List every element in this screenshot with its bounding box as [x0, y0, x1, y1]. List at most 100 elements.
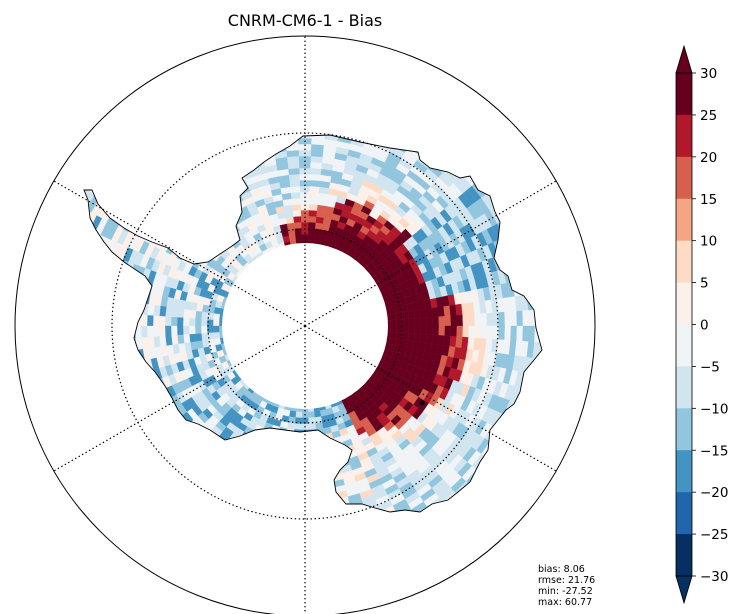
- bias-cell: [260, 496, 275, 506]
- bias-cell: [523, 426, 538, 446]
- bias-cell: [440, 135, 458, 136]
- bias-cell: [401, 311, 409, 320]
- bias-cell: [192, 174, 207, 188]
- bias-cell: [282, 543, 298, 550]
- bias-cell: [255, 123, 270, 132]
- bias-cell: [234, 441, 247, 453]
- bias-cell: [68, 204, 81, 223]
- bias-cell: [281, 451, 292, 460]
- bias-cell: [64, 292, 72, 309]
- bias-cell: [403, 520, 420, 533]
- bias-cell: [384, 79, 403, 91]
- bias-cell: [490, 447, 506, 465]
- bias-cell: [284, 434, 294, 442]
- bias-cell: [146, 496, 164, 512]
- bias-cell: [178, 541, 196, 555]
- bias-cell: [170, 522, 187, 536]
- bias-cell: [150, 379, 161, 393]
- bias-cell: [287, 482, 300, 491]
- bias-cell: [456, 314, 464, 327]
- bias-cell: [229, 505, 246, 512]
- bias-cell: [182, 325, 190, 335]
- bias-cell: [331, 73, 349, 81]
- bias-cell: [87, 340, 96, 357]
- bias-cell: [234, 103, 251, 113]
- bias-cell: [402, 318, 410, 327]
- bias-cell: [152, 168, 168, 184]
- bias-cell: [186, 243, 197, 256]
- bias-cell: [504, 436, 519, 455]
- bias-cell: [116, 312, 124, 327]
- bias-cell: [314, 72, 332, 79]
- colorbar-swatch: [676, 324, 692, 367]
- bias-cell: [252, 450, 264, 460]
- bias-cell: [292, 203, 302, 211]
- bias-cell: [133, 386, 145, 401]
- bias-cell: [282, 537, 297, 544]
- bias-cell: [314, 228, 323, 236]
- bias-cell: [202, 107, 219, 119]
- bias-cell: [480, 174, 497, 192]
- bias-cell: [526, 243, 538, 262]
- bias-cell: [277, 475, 290, 484]
- bias-cell: [264, 91, 281, 99]
- bias-cell: [288, 173, 301, 181]
- bias-cell: [309, 459, 320, 467]
- bias-cell: [420, 317, 428, 327]
- bias-cell: [175, 546, 194, 560]
- bias-cell: [272, 505, 287, 512]
- bias-cell: [265, 97, 282, 105]
- colorbar-swatch: [676, 450, 692, 493]
- bias-cell: [146, 325, 154, 338]
- bias-cell: [84, 227, 90, 246]
- bias-cell: [158, 325, 166, 337]
- bias-cell: [382, 511, 399, 512]
- bias-cell: [176, 511, 194, 512]
- bias-cell: [275, 438, 286, 447]
- bias-cell: [416, 511, 434, 512]
- bias-cell: [344, 543, 361, 552]
- bias-cell: [290, 191, 301, 199]
- bias-cell: [155, 415, 168, 430]
- bias-cell: [180, 239, 192, 253]
- bias-cell: [273, 499, 287, 508]
- bias-cell: [154, 390, 166, 404]
- bias-cell: [433, 506, 451, 512]
- bias-cell: [169, 203, 183, 217]
- bias-cell: [265, 479, 278, 488]
- bias-cell: [259, 458, 272, 468]
- bias-cell: [374, 534, 391, 545]
- bias-cell: [525, 224, 539, 244]
- bias-cell: [189, 147, 206, 161]
- point-marker: [419, 400, 425, 406]
- colorbar-tick-label: −15: [700, 443, 729, 459]
- bias-cell: [94, 354, 104, 371]
- bias-cell: [276, 481, 289, 490]
- bias-cell: [54, 361, 63, 379]
- bias-cell: [371, 119, 387, 130]
- bias-cell: [267, 436, 278, 445]
- bias-cell: [58, 292, 66, 310]
- bias-cell: [170, 316, 178, 327]
- bias-cell: [159, 506, 177, 512]
- bias-cell: [51, 308, 58, 326]
- bias-cell: [282, 102, 298, 109]
- bias-cell: [103, 269, 113, 285]
- bias-cell: [248, 149, 263, 159]
- bias-cell: [426, 527, 444, 541]
- bias-cell: [91, 265, 102, 283]
- bias-cell: [282, 108, 297, 115]
- bias-cell: [504, 234, 516, 252]
- bias-cell: [310, 494, 324, 503]
- bias-cell: [130, 145, 148, 163]
- bias-cell: [179, 506, 197, 512]
- bias-cell: [327, 109, 343, 117]
- bias-cell: [244, 567, 262, 577]
- bias-cell: [396, 96, 414, 108]
- bias-cell: [420, 517, 437, 531]
- bias-cell: [206, 466, 221, 479]
- bias-cell: [228, 189, 242, 200]
- bias-cell: [128, 450, 143, 467]
- bias-cell: [61, 220, 73, 239]
- bias-cell: [51, 254, 61, 273]
